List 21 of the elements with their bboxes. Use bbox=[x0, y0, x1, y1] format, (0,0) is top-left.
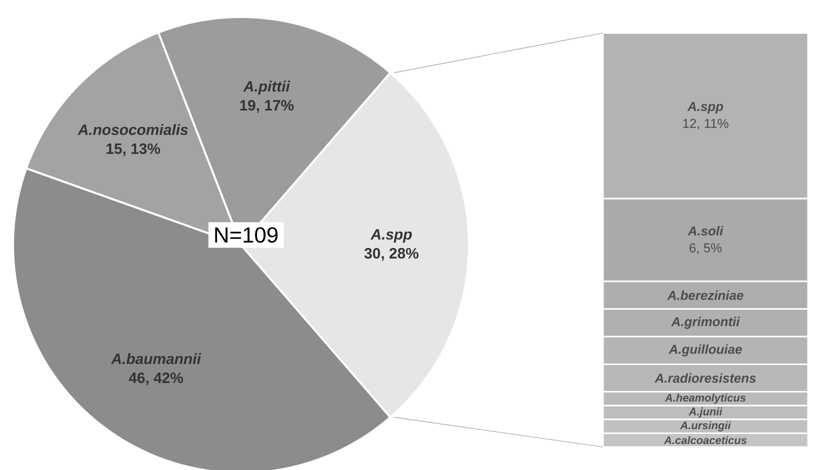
series-label: A.calcoaceticus bbox=[664, 436, 747, 444]
series-label: A.heamolyticus bbox=[664, 394, 746, 404]
data-label: 46, 42% bbox=[128, 372, 184, 386]
data-label: 19, 17% bbox=[240, 100, 294, 113]
series-label: A.bereziniae bbox=[667, 290, 744, 300]
data-label: 15, 13% bbox=[106, 143, 160, 156]
slice-label: A.baumannii bbox=[110, 353, 202, 364]
data-label: 30, 28% bbox=[364, 248, 418, 261]
data-label: 12, 11% bbox=[683, 118, 728, 130]
series-label: A.junii bbox=[688, 407, 722, 418]
series-label: A.soli bbox=[688, 226, 724, 236]
series-label: A.guillouiae bbox=[668, 344, 742, 356]
text: N=109 bbox=[215, 227, 278, 243]
slice-label: A.spp bbox=[370, 229, 412, 243]
series-label: A.grimontii bbox=[671, 316, 740, 329]
series-label: A.spp bbox=[687, 102, 724, 114]
data-label: 6, 5% bbox=[690, 243, 722, 254]
series-label: A.radioresistens bbox=[654, 373, 756, 383]
slice-label: A.nosocomialis bbox=[78, 124, 188, 136]
series-label: A.ursingii bbox=[680, 421, 731, 432]
slice-label: A.pittii bbox=[243, 80, 290, 95]
